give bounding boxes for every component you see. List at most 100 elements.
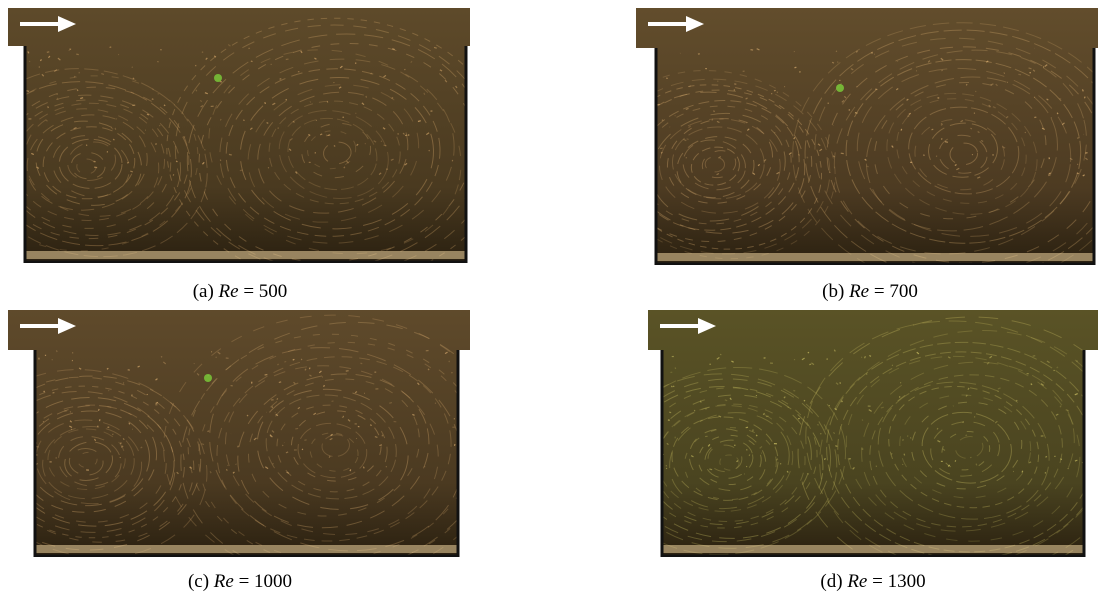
speck bbox=[424, 93, 425, 95]
speck bbox=[849, 109, 850, 110]
speck bbox=[1031, 384, 1032, 385]
speck bbox=[334, 145, 335, 146]
speck bbox=[113, 139, 114, 140]
speck bbox=[1022, 471, 1023, 473]
speck bbox=[389, 403, 392, 404]
tracer bbox=[836, 84, 844, 92]
speck bbox=[671, 386, 672, 387]
speck bbox=[808, 352, 809, 353]
speck bbox=[80, 98, 83, 99]
speck bbox=[941, 123, 942, 124]
speck bbox=[350, 469, 351, 471]
speck bbox=[370, 425, 371, 426]
speck bbox=[903, 439, 904, 441]
speck bbox=[794, 359, 795, 360]
speck bbox=[379, 445, 382, 446]
speck bbox=[220, 119, 221, 120]
speck bbox=[1059, 99, 1061, 100]
speck bbox=[108, 390, 109, 391]
speck bbox=[662, 120, 663, 121]
speck bbox=[418, 121, 421, 122]
speck bbox=[669, 412, 671, 413]
speck bbox=[832, 62, 834, 63]
caption-value: = 1300 bbox=[872, 571, 925, 592]
speck bbox=[384, 145, 387, 146]
flow-image bbox=[648, 310, 1098, 557]
speck bbox=[201, 444, 204, 445]
speck bbox=[247, 415, 248, 416]
speck bbox=[836, 51, 837, 52]
content bbox=[8, 8, 470, 263]
speck bbox=[130, 171, 133, 172]
speck bbox=[666, 468, 667, 469]
caption-value: = 500 bbox=[243, 281, 287, 302]
speck bbox=[240, 170, 243, 171]
speck bbox=[26, 91, 29, 92]
speck bbox=[824, 458, 825, 459]
speck bbox=[955, 460, 956, 461]
speck bbox=[152, 99, 154, 100]
flow-image bbox=[8, 310, 470, 557]
flow-image bbox=[636, 8, 1098, 265]
speck bbox=[229, 154, 232, 155]
speck bbox=[865, 356, 866, 358]
speck bbox=[429, 150, 430, 151]
caption-label: (d) bbox=[820, 571, 842, 592]
speck bbox=[1060, 406, 1061, 408]
caption: (a) Re = 500 bbox=[140, 281, 340, 303]
speck bbox=[277, 398, 278, 399]
flow-image bbox=[8, 8, 470, 263]
speck bbox=[279, 382, 281, 383]
speck bbox=[324, 385, 325, 387]
speck bbox=[1082, 89, 1083, 91]
photo-b bbox=[636, 8, 1098, 265]
bottom-glow bbox=[35, 545, 458, 553]
speck bbox=[44, 391, 45, 392]
speck bbox=[295, 428, 298, 429]
caption: (b) Re = 700 bbox=[770, 281, 970, 303]
speck bbox=[282, 445, 283, 446]
caption-symbol: Re bbox=[214, 571, 234, 592]
speck bbox=[251, 61, 253, 62]
speck bbox=[133, 78, 134, 79]
speck bbox=[132, 67, 133, 68]
speck bbox=[243, 120, 244, 121]
caption: (c) Re = 1000 bbox=[140, 571, 340, 593]
speck bbox=[107, 368, 108, 369]
speck bbox=[366, 96, 367, 98]
speck bbox=[804, 400, 805, 401]
speck bbox=[941, 70, 943, 71]
cavity bbox=[8, 8, 470, 263]
tracer bbox=[204, 374, 212, 382]
speck bbox=[363, 467, 364, 469]
speck bbox=[788, 407, 789, 408]
speck bbox=[1043, 67, 1044, 68]
speck bbox=[176, 161, 177, 162]
caption-value: = 1000 bbox=[239, 571, 292, 592]
speck bbox=[284, 361, 286, 362]
speck bbox=[945, 142, 948, 143]
speck bbox=[72, 352, 73, 353]
speck bbox=[36, 447, 38, 448]
speck bbox=[98, 409, 99, 411]
speck bbox=[286, 452, 288, 453]
content bbox=[636, 8, 1098, 265]
speck bbox=[79, 72, 80, 73]
speck bbox=[342, 417, 344, 418]
speck bbox=[127, 162, 129, 163]
speck bbox=[382, 435, 383, 436]
speck bbox=[309, 368, 310, 370]
speck bbox=[1084, 97, 1085, 99]
speck bbox=[1085, 153, 1087, 154]
speck bbox=[94, 161, 96, 162]
speck bbox=[204, 149, 205, 150]
speck bbox=[746, 449, 747, 450]
photo-d bbox=[648, 310, 1098, 557]
speck bbox=[332, 401, 334, 402]
speck bbox=[835, 446, 837, 447]
speck bbox=[101, 74, 104, 75]
speck bbox=[293, 359, 295, 360]
speck bbox=[866, 166, 868, 167]
speck bbox=[434, 47, 437, 48]
speck bbox=[756, 435, 757, 436]
